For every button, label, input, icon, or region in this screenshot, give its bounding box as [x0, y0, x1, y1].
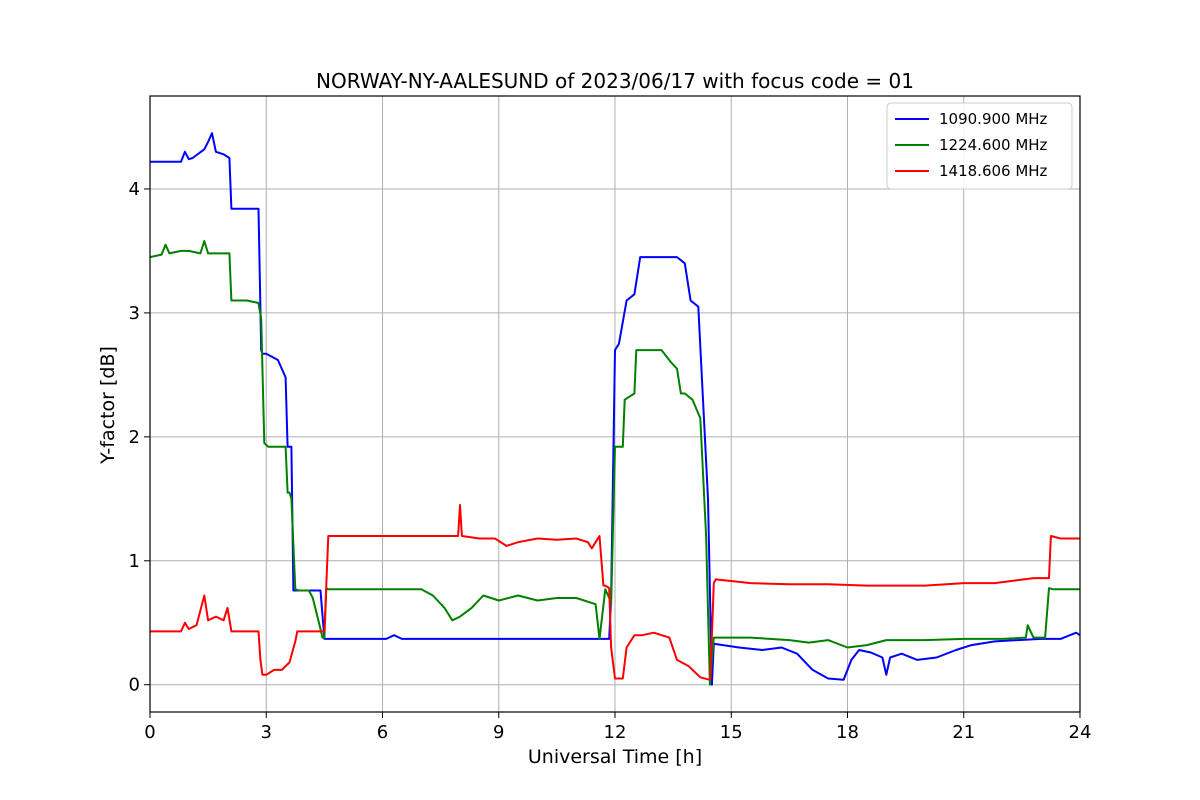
x-tick-label: 12: [604, 722, 627, 743]
y-tick-label: 0: [129, 675, 140, 696]
x-tick-label: 15: [720, 722, 743, 743]
x-tick-label: 3: [261, 722, 272, 743]
x-tick-label: 18: [836, 722, 859, 743]
series-layer: [150, 132, 1080, 686]
legend-label: 1224.600 MHz: [939, 136, 1048, 154]
legend-label: 1418.606 MHz: [939, 162, 1048, 180]
series-group: [150, 504, 1080, 681]
y-axis-label: Y-factor [dB]: [97, 346, 119, 465]
series-line-2: [150, 504, 1080, 681]
y-tick-label: 4: [129, 179, 140, 200]
legend-label: 1090.900 MHz: [939, 110, 1048, 128]
x-tick-label: 21: [952, 722, 975, 743]
x-tick-label: 24: [1069, 722, 1092, 743]
chart-title: NORWAY-NY-AALESUND of 2023/06/17 with fo…: [316, 69, 914, 93]
x-axis-label: Universal Time [h]: [528, 746, 702, 768]
x-tick-label: 6: [377, 722, 388, 743]
legend-box: [886, 102, 1073, 190]
x-tick-label: 0: [144, 722, 155, 743]
series-group: [150, 240, 1080, 686]
x-tick-label: 9: [493, 722, 504, 743]
series-group: [150, 132, 1080, 686]
series-line-1: [150, 240, 1080, 686]
y-tick-label: 3: [129, 303, 140, 324]
y-tick-label: 2: [129, 427, 140, 448]
y-tick-label: 1: [129, 551, 140, 572]
legend: 1090.900 MHz 1224.600 MHz 1418.606 MHz: [886, 102, 1073, 190]
series-line-0: [150, 132, 1080, 686]
